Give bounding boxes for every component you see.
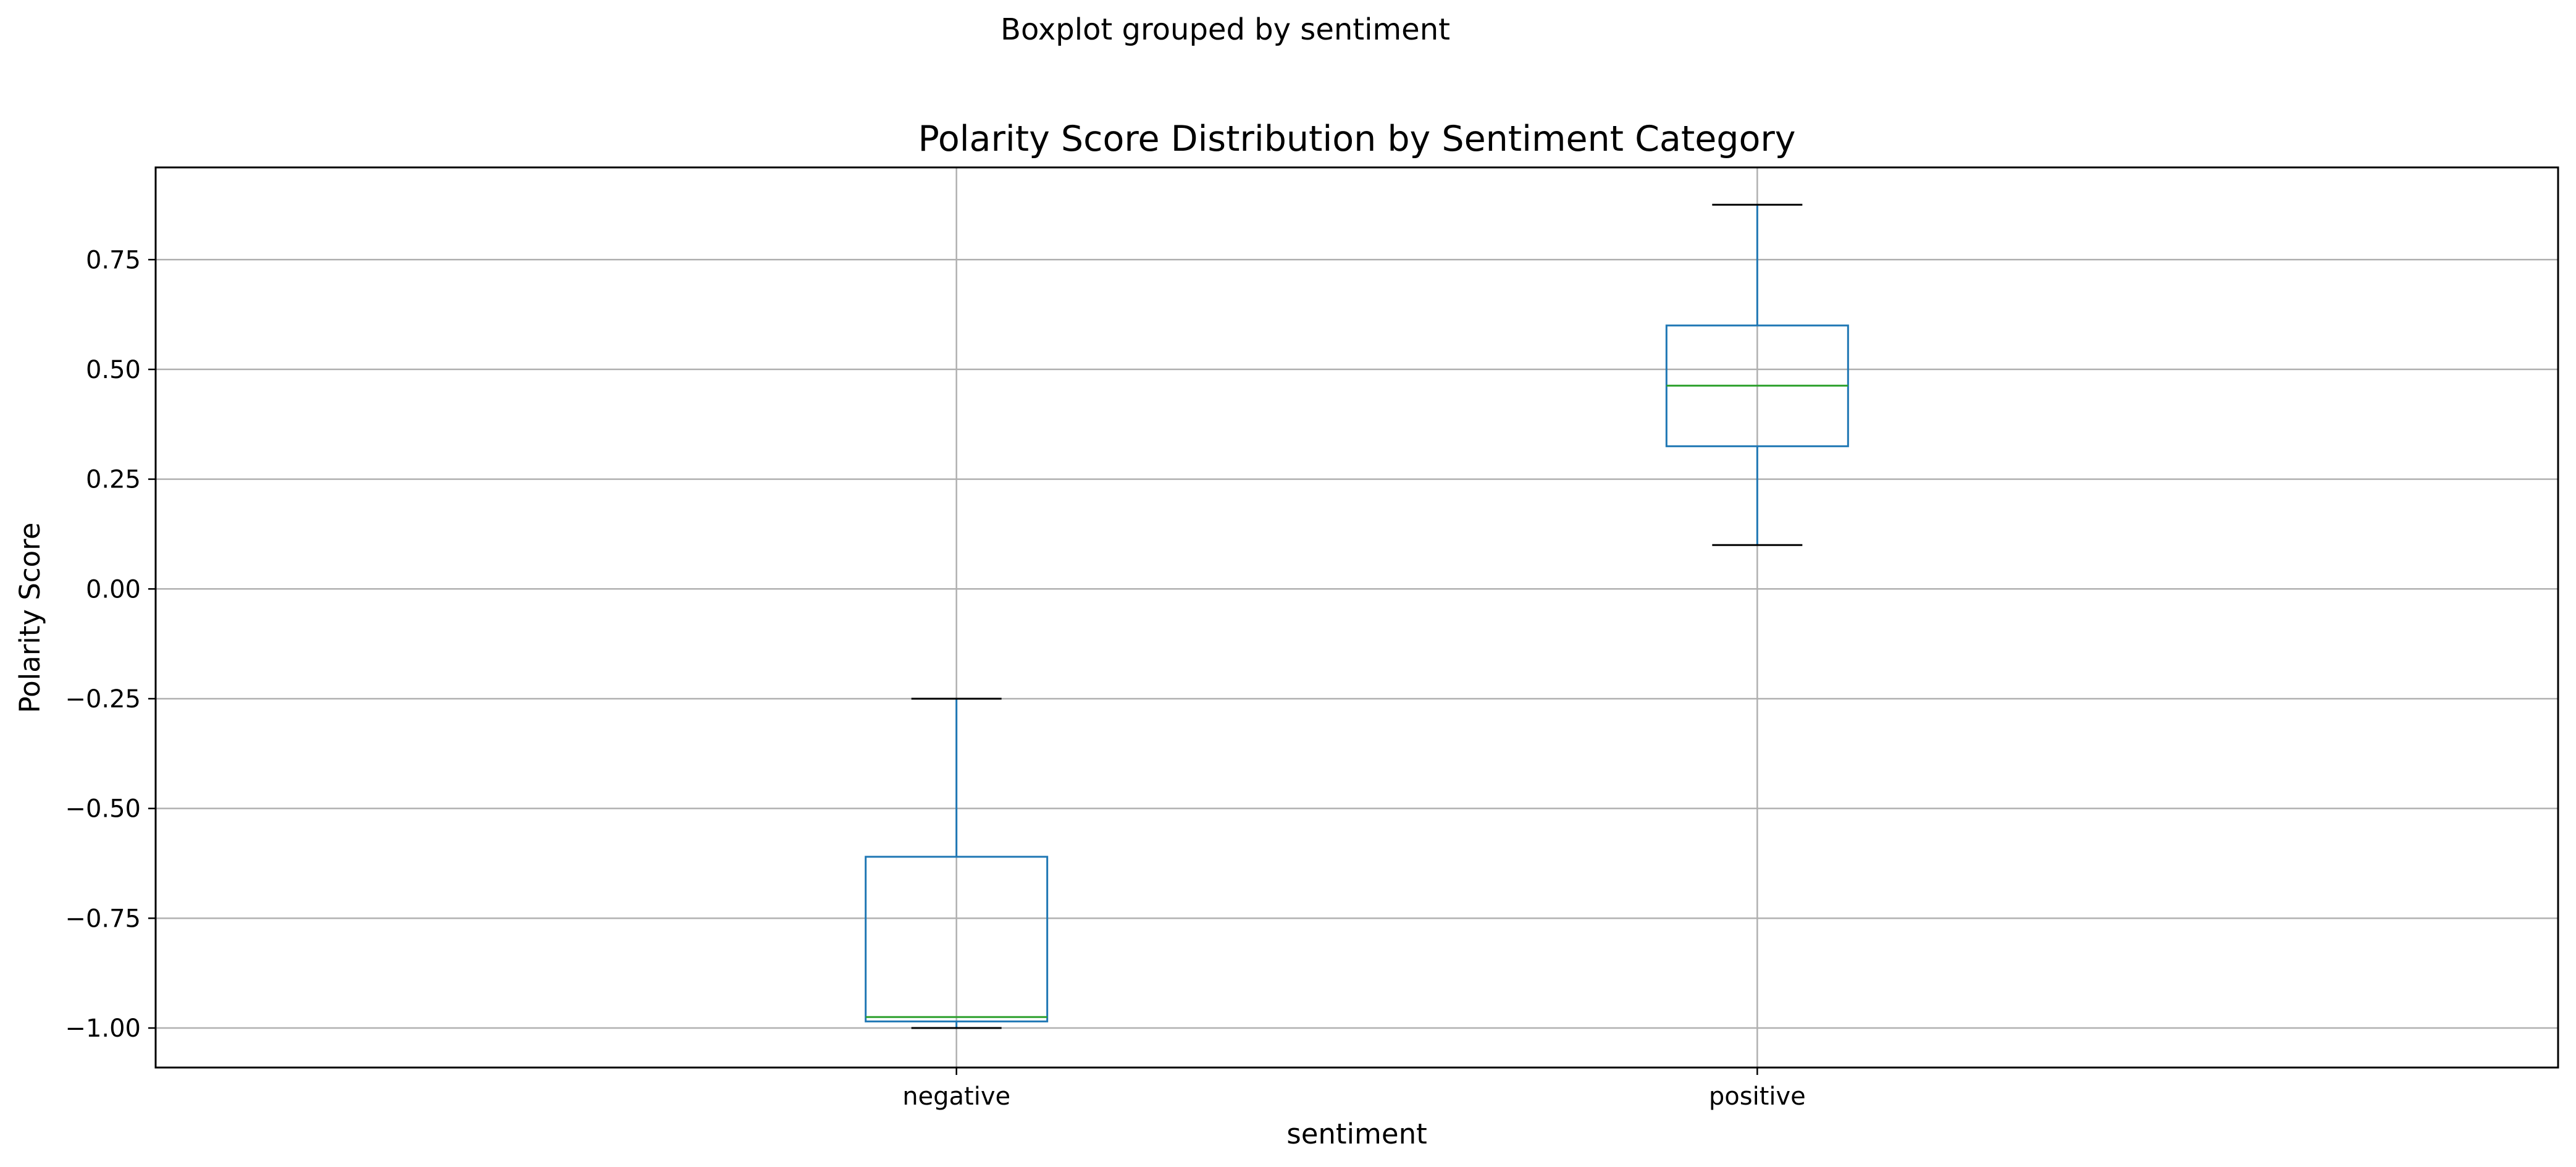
figure-suptitle: Boxplot grouped by sentiment [1001,12,1450,47]
x-tick-label-negative: negative [902,1082,1010,1111]
y-tick-label: −0.25 [65,685,141,714]
y-tick-label: 0.00 [86,575,141,604]
y-axis-ticks: 0.75 0.50 0.25 0.00 −0.25 −0.50 −0.75 −1.00 [65,246,156,1043]
y-tick-label: 0.75 [86,246,141,274]
y-tick-label: −0.50 [65,795,141,824]
plot-area-frame [154,166,2559,1069]
y-tick-label: −0.75 [65,904,141,933]
x-axis-label: sentiment [1286,1118,1427,1150]
chart-title: Polarity Score Distribution by Sentiment… [918,119,1795,159]
y-tick-label: 0.50 [86,356,141,384]
interquartile-box [865,856,1049,1022]
x-axis-ticks: negative positive [902,1068,1806,1111]
box-positive [1665,203,1849,546]
y-axis-label: Polarity Score [14,523,46,714]
y-tick-label: 0.25 [86,466,141,494]
x-tick-label-positive: positive [1709,1082,1806,1111]
box-plot-series [865,203,1849,1029]
gridlines [156,167,2558,1068]
y-tick-label: −1.00 [65,1014,141,1043]
box-negative [865,697,1049,1029]
